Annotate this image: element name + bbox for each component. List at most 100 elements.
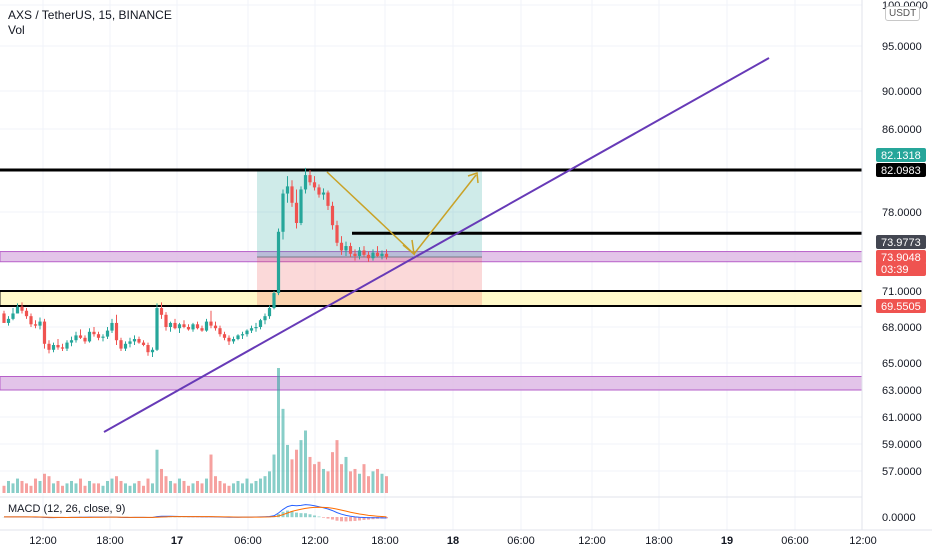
time-tick-label: 06:00: [781, 535, 809, 547]
volume-bar: [2, 485, 6, 493]
candle-body: [308, 175, 312, 183]
volume-bar: [20, 480, 24, 493]
time-tick-label: 12:00: [301, 535, 329, 547]
volume-bar: [281, 408, 285, 493]
volume-bar: [178, 478, 181, 493]
volume-bar: [367, 476, 370, 493]
macd-histogram-bar: [367, 517, 370, 520]
price-tick-label: 65.0000: [882, 358, 922, 370]
price-badge-bg: [876, 262, 926, 276]
candle-body: [11, 313, 15, 319]
volume-bar: [7, 480, 10, 493]
candle-body: [326, 192, 330, 206]
macd-histogram-bar: [322, 517, 325, 518]
candle-body: [123, 343, 128, 349]
volume-bar: [38, 480, 42, 493]
macd-histogram-bar: [286, 510, 289, 518]
candle-body: [87, 331, 92, 342]
candle-body: [245, 330, 249, 335]
candle-body: [339, 242, 344, 251]
volume-bar: [52, 483, 55, 493]
price-badge-bg: [876, 148, 926, 162]
volume-bar: [92, 483, 96, 493]
time-tick-label: 12:00: [849, 535, 877, 547]
volume-label[interactable]: Vol: [8, 23, 25, 37]
volume-bar: [349, 471, 352, 493]
trendline: [103, 57, 770, 433]
volume-bar: [371, 471, 375, 493]
macd-histogram-bar: [299, 513, 303, 518]
volume-bar: [254, 480, 258, 493]
volume-bar: [187, 485, 190, 493]
volume-bar: [115, 476, 118, 493]
macd-histogram-bar: [326, 517, 330, 519]
long-position-tool[interactable]: [257, 169, 482, 307]
candle-body: [2, 313, 6, 323]
price-tick-label: 63.0000: [882, 385, 922, 397]
macd-histogram-bar: [353, 517, 357, 521]
candle-body: [375, 252, 380, 256]
volume-bar: [97, 483, 100, 493]
volume-bar: [218, 480, 222, 493]
macd-histogram-bar: [313, 515, 316, 518]
price-tick-label: 57.0000: [882, 466, 922, 478]
price-badge-label: 69.5505: [881, 301, 921, 313]
price-badge-bg: [876, 163, 926, 177]
volume-bar: [56, 480, 60, 493]
symbol-title[interactable]: AXS / TetherUS, 15, BINANCE: [8, 8, 172, 22]
volume-bar: [259, 478, 262, 493]
volume-bar: [286, 444, 289, 493]
volume-bar: [263, 476, 267, 493]
projection-arrow-layer[interactable]: [326, 171, 479, 256]
candle-body: [155, 308, 159, 350]
candle-body: [249, 328, 254, 331]
volume-bar: [124, 483, 127, 493]
volume-bar: [155, 449, 159, 493]
candle-body: [173, 322, 177, 329]
candle-body: [357, 250, 362, 256]
time-axis[interactable]: 12:00 18:00 17 06:00 12:00 18:00 18 06:00 12:00 1…: [29, 535, 877, 547]
volume-bar: [376, 468, 379, 493]
candle-body: [150, 349, 155, 353]
macd-pane: [2, 504, 388, 522]
candle-body: [303, 175, 308, 190]
candle-body: [128, 341, 132, 344]
volume-bar: [308, 456, 312, 493]
candle-body: [78, 335, 83, 338]
volume-bar: [16, 478, 19, 493]
volume-bar: [43, 473, 46, 493]
candle-body: [366, 254, 371, 259]
volume-bar: [250, 483, 253, 493]
candle-body: [33, 324, 38, 326]
volume-bar: [268, 471, 271, 493]
candle-body: [317, 187, 321, 195]
time-tick-label: 18: [447, 535, 459, 547]
candle-body: [24, 310, 29, 317]
candle-body: [263, 316, 267, 321]
price-badge-label: 03:39: [881, 264, 909, 276]
candle-body: [218, 328, 222, 335]
macd-label[interactable]: MACD (12, 26, close, 9): [8, 503, 126, 515]
position-loss-zone: [257, 257, 482, 307]
price-badge-bg: [876, 250, 926, 264]
candle-body: [209, 321, 213, 326]
macd-histogram-bar: [304, 513, 307, 518]
chart-legend: AXS / TetherUS, 15, BINANCE Vol: [8, 8, 172, 38]
candle-body: [74, 335, 78, 341]
trendline-layer[interactable]: [103, 57, 770, 433]
price-badge-bg: [876, 235, 926, 249]
volume-bar: [385, 476, 388, 493]
candle-body: [182, 324, 186, 327]
candle-body: [231, 339, 236, 342]
volume-bar: [326, 471, 330, 493]
price-tick-label: 86.0000: [882, 124, 922, 136]
volume-bar: [34, 478, 37, 493]
volume-bar: [65, 483, 69, 493]
price-axis[interactable]: 100.000095.000090.000086.000078.000071.0…: [882, 0, 928, 524]
candle-body: [227, 337, 231, 342]
currency-badge[interactable]: USDT: [885, 6, 921, 21]
candle-body: [159, 308, 164, 315]
horizontal-levels[interactable]: [0, 168, 862, 307]
